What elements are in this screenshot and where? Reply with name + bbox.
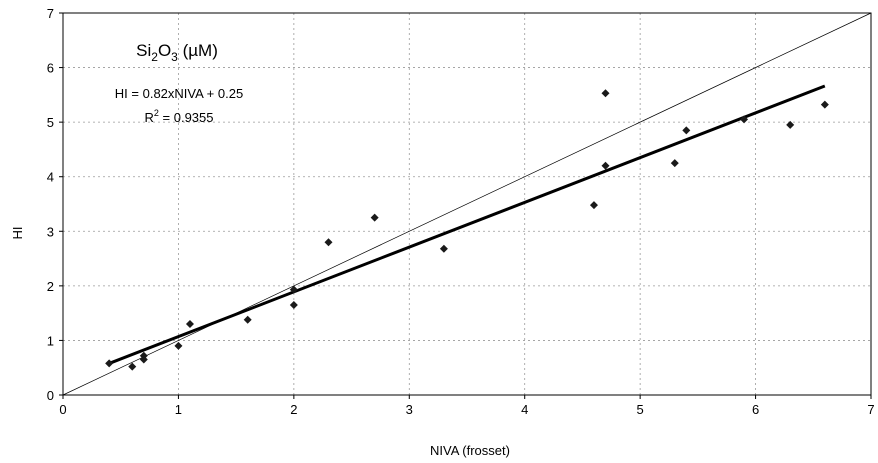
data-point-12: [589, 201, 598, 210]
regression-line: [108, 84, 826, 365]
x-tick-label-0: 0: [59, 402, 66, 417]
data-point-8: [289, 300, 298, 309]
data-points: [105, 89, 829, 371]
y-axis-title: HI: [10, 227, 25, 240]
data-point-10: [370, 213, 379, 222]
data-point-11: [439, 244, 448, 253]
data-point-4: [174, 341, 183, 350]
x-axis-title: NIVA (frosset): [430, 443, 510, 458]
y-axis-ticks: 0 1 2 3 4 5 6 7: [47, 6, 63, 403]
r-squared-label: R2 = 0.9355: [145, 108, 214, 125]
x-tick-label-7: 7: [867, 402, 874, 417]
x-tick-label-5: 5: [637, 402, 644, 417]
y-tick-label-1: 1: [47, 333, 54, 348]
x-tick-label-3: 3: [406, 402, 413, 417]
y-tick-label-5: 5: [47, 115, 54, 130]
x-tick-label-4: 4: [521, 402, 528, 417]
y-tick-label-7: 7: [47, 6, 54, 21]
x-tick-label-1: 1: [175, 402, 182, 417]
identity-line: [62, 12, 872, 396]
data-point-14: [601, 161, 610, 170]
data-point-0: [105, 359, 114, 368]
compound-label: Si2O3 (µM): [136, 41, 218, 64]
data-point-9: [324, 238, 333, 247]
data-point-1: [128, 362, 137, 371]
y-tick-label-2: 2: [47, 279, 54, 294]
data-point-18: [786, 120, 795, 129]
y-tick-label-3: 3: [47, 224, 54, 239]
data-point-13: [601, 89, 610, 98]
regression-equation: HI = 0.82xNIVA + 0.25: [115, 86, 243, 101]
x-tick-label-6: 6: [752, 402, 759, 417]
y-tick-label-6: 6: [47, 61, 54, 76]
trend-lines: [62, 12, 872, 396]
data-point-5: [185, 320, 194, 329]
x-axis-ticks: 0 1 2 3 4 5 6 7: [59, 395, 875, 417]
data-point-6: [243, 315, 252, 324]
y-tick-label-4: 4: [47, 170, 54, 185]
x-tick-label-2: 2: [290, 402, 297, 417]
data-point-7: [289, 285, 298, 294]
data-point-15: [670, 159, 679, 168]
data-point-3: [139, 351, 148, 360]
plot-area-frame: [62, 12, 872, 396]
data-point-17: [740, 115, 749, 124]
data-point-19: [820, 100, 829, 109]
y-tick-label-0: 0: [47, 388, 54, 403]
data-point-16: [682, 126, 691, 135]
grid-lines: [63, 13, 871, 395]
